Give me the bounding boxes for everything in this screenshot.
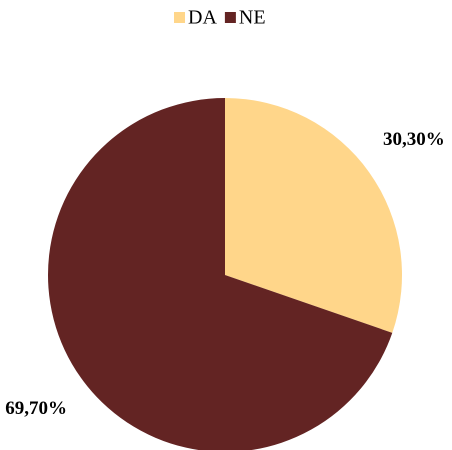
data-label: 69,70% <box>5 398 67 419</box>
pie-slice <box>48 98 393 450</box>
legend: DA NE <box>174 7 266 29</box>
legend-label: NE <box>239 7 266 29</box>
legend-swatch <box>224 12 236 23</box>
legend-label: DA <box>188 7 217 29</box>
data-label: 30,30% <box>383 129 445 150</box>
legend-swatch <box>174 12 185 23</box>
pie-slice <box>225 98 402 333</box>
